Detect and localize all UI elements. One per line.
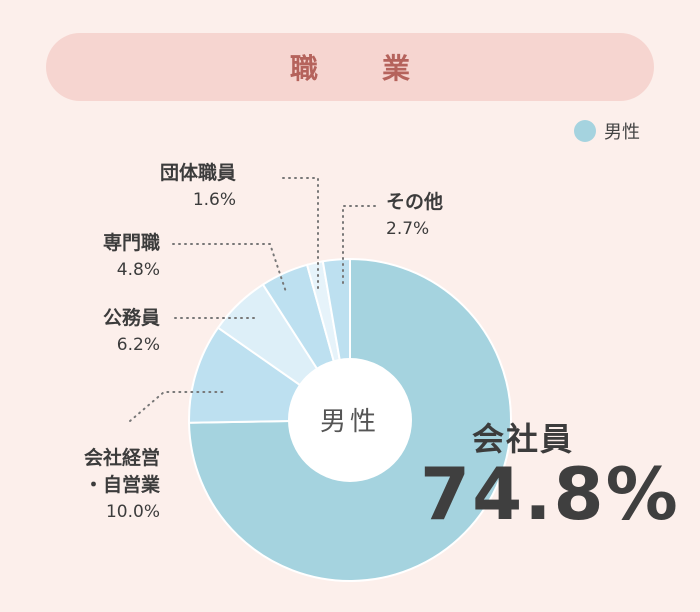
leader-dantai bbox=[282, 177, 319, 291]
chart-title: 職 業 bbox=[289, 52, 428, 85]
legend-label: 男性 bbox=[604, 122, 640, 143]
label-keiei-pct: 10.0% bbox=[105, 502, 160, 522]
label-senmon: 専門職 4.8% bbox=[78, 230, 160, 284]
label-keiei-name1: 会社経営 bbox=[83, 447, 160, 469]
title-banner: 職 業 bbox=[46, 33, 654, 101]
donut-hole bbox=[288, 358, 412, 482]
center-label: 男性 bbox=[319, 406, 380, 437]
label-koumuin-name: 公務員 bbox=[102, 307, 160, 329]
label-koumuin-pct: 6.2% bbox=[116, 335, 160, 355]
label-main-name: 会社員 bbox=[472, 420, 575, 458]
label-main-pct: 74.8% bbox=[420, 452, 680, 536]
label-dantai-pct: 1.6% bbox=[192, 190, 237, 210]
label-senmon-pct: 4.8% bbox=[116, 260, 160, 280]
leader-senmon bbox=[172, 243, 287, 293]
label-senmon-name: 専門職 bbox=[102, 232, 160, 254]
leader-sonota bbox=[342, 205, 376, 285]
label-sonota-name: その他 bbox=[386, 191, 444, 213]
label-keiei: 会社経営 ・自営業 10.0% bbox=[40, 445, 160, 526]
label-dantai: 団体職員 1.6% bbox=[160, 160, 236, 214]
label-sonota: その他 2.7% bbox=[386, 189, 443, 243]
label-koumuin: 公務員 6.2% bbox=[78, 305, 160, 359]
label-dantai-name: 団体職員 bbox=[160, 162, 237, 184]
leader-keiei bbox=[129, 391, 226, 422]
legend-swatch bbox=[574, 120, 596, 142]
label-keiei-name2: ・自営業 bbox=[83, 474, 160, 496]
label-sonota-pct: 2.7% bbox=[386, 219, 430, 239]
legend: 男性 bbox=[574, 118, 640, 144]
